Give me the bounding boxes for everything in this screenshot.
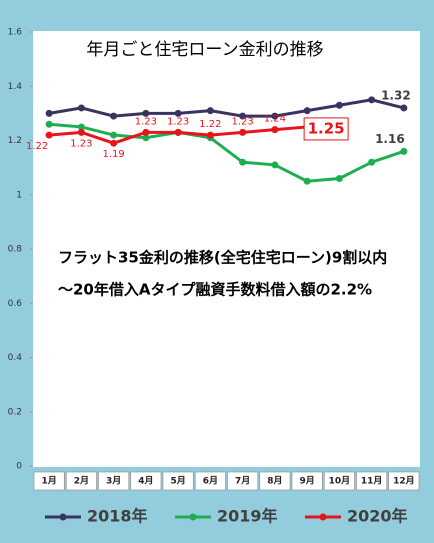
data-label: 1.23 [70, 138, 92, 149]
point [239, 158, 247, 166]
x-tick-box [388, 471, 420, 491]
point [368, 96, 376, 104]
point [174, 128, 182, 136]
x-tick-label: 11月 [361, 476, 383, 487]
point [45, 120, 53, 128]
data-label: 1.22 [26, 141, 48, 152]
x-tick-box [194, 471, 226, 491]
point [45, 131, 53, 139]
x-tick-box [323, 471, 355, 491]
point [142, 128, 150, 136]
data-label: 1.19 [102, 149, 124, 160]
x-tick-box [162, 471, 194, 491]
x-tick-label: 8月 [267, 476, 282, 487]
x-tick-box [98, 471, 130, 491]
series-line [48, 122, 405, 183]
annotation: フラット35金利の推移(全宅住宅ローン)9割以内 [58, 249, 387, 267]
data-label: 1.16 [375, 132, 405, 146]
x-tick-label: 2月 [74, 476, 89, 487]
point [271, 161, 279, 169]
legend-label: 2020年 [347, 507, 408, 526]
x-tick-box [291, 471, 323, 491]
point [400, 104, 408, 112]
data-label: 1.24 [264, 114, 286, 125]
point [239, 128, 247, 136]
data-label: 1.23 [167, 116, 189, 127]
x-tick-box [65, 471, 97, 491]
point [303, 177, 311, 185]
y-tick-label: 0.6 [8, 299, 23, 309]
x-tick-label: 7月 [235, 476, 250, 487]
legend-marker [319, 513, 327, 521]
x-tick-label: 9月 [299, 476, 314, 487]
point [206, 131, 214, 139]
x-tick-box [130, 471, 162, 491]
y-tick-label: 1.4 [8, 82, 23, 92]
point [77, 128, 85, 136]
point [400, 147, 408, 155]
data-label: 1.32 [381, 88, 411, 102]
y-tick-label: 1.2 [8, 136, 22, 146]
y-tick-label: 0 [16, 462, 22, 472]
point [110, 131, 118, 139]
data-label: 1.23 [231, 116, 253, 127]
data-label: 1.23 [135, 116, 157, 127]
point [142, 134, 150, 142]
point [335, 174, 343, 182]
chart-title: 年月ごと住宅ローン金利の推移 [86, 40, 323, 60]
point [110, 112, 118, 120]
point [335, 101, 343, 109]
legend-marker [59, 513, 67, 521]
x-tick-label: 10月 [329, 476, 351, 487]
point [142, 109, 150, 117]
x-tick-label: 3月 [106, 476, 121, 487]
legend-marker [189, 513, 197, 521]
x-tick-label: 5月 [170, 476, 185, 487]
point [174, 109, 182, 117]
x-tick-label: 1月 [41, 476, 56, 487]
legend-label: 2018年 [87, 507, 148, 526]
point [110, 139, 118, 147]
x-tick-box [33, 471, 65, 491]
x-tick-label: 6月 [203, 476, 218, 487]
y-tick-label: 1 [16, 190, 22, 200]
point [303, 107, 311, 115]
highlight-box [303, 117, 349, 141]
point [271, 112, 279, 120]
y-tick-label: 0.2 [8, 407, 22, 417]
x-tick-box [259, 471, 291, 491]
point [368, 158, 376, 166]
point [77, 123, 85, 131]
point [77, 104, 85, 112]
data-label: 1.25 [308, 119, 345, 137]
y-tick-label: 1.6 [8, 28, 23, 38]
point [206, 107, 214, 115]
x-tick-label: 12月 [393, 476, 415, 487]
y-tick-label: 0.8 [8, 245, 23, 255]
data-label: 1.22 [199, 119, 221, 130]
legend-label: 2019年 [217, 507, 278, 526]
point [271, 126, 279, 134]
point [239, 112, 247, 120]
x-tick-box [227, 471, 259, 491]
x-tick-label: 4月 [138, 476, 153, 487]
x-tick-box [356, 471, 388, 491]
point [45, 109, 53, 117]
series-line [48, 98, 405, 118]
y-tick-label: 0.4 [8, 353, 23, 363]
annotation: ～20年借入Aタイプ融資手数料借入額の2.2% [58, 281, 372, 299]
